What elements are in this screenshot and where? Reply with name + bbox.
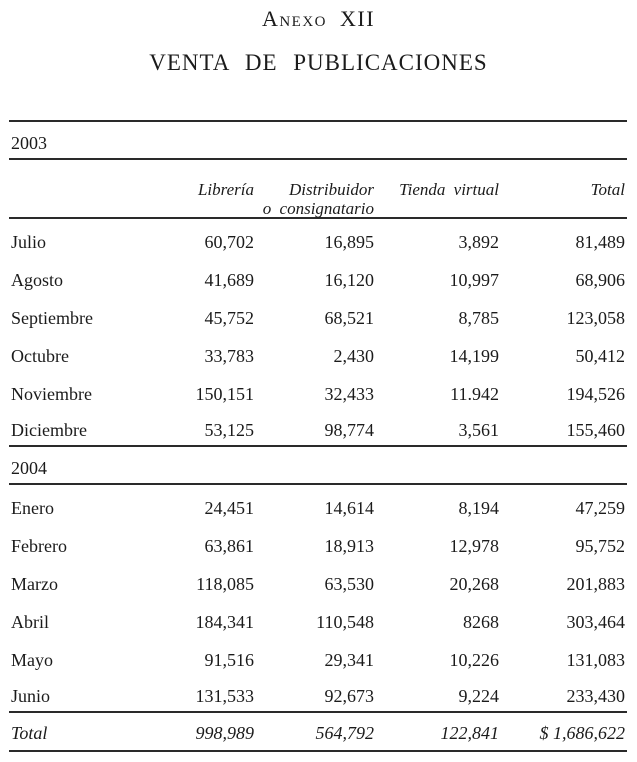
table-row: Enero 24,451 14,614 8,194 47,259	[9, 485, 627, 523]
month-cell: Diciembre	[11, 420, 87, 440]
month-cell: Abril	[11, 612, 49, 632]
value-cell: 18,913	[324, 536, 375, 556]
value-cell: 91,516	[204, 650, 255, 670]
value-cell: 3,892	[458, 232, 500, 252]
value-cell: 92,673	[324, 686, 375, 706]
value-cell: 12,978	[449, 536, 500, 556]
year-header-2003: 2003	[9, 122, 627, 160]
table-row: Diciembre 53,125 98,774 3,561 155,460	[9, 409, 627, 447]
publications-sales-table: 2003 Librería Distribuidor o consignatar…	[9, 120, 627, 752]
table-row: Octubre 33,783 2,430 14,199 50,412	[9, 333, 627, 371]
total-value-cell: 998,989	[195, 723, 255, 743]
value-cell: 303,464	[566, 612, 626, 632]
value-cell: 50,412	[575, 346, 626, 366]
value-cell: 8,785	[458, 308, 500, 328]
table-row: Junio 131,533 92,673 9,224 233,430	[9, 675, 627, 713]
value-cell: 8,194	[458, 498, 500, 518]
table-row: Mayo 91,516 29,341 10,226 131,083	[9, 637, 627, 675]
page-title: Anexo XII	[261, 6, 376, 31]
value-cell: 63,530	[324, 574, 375, 594]
value-cell: 201,883	[566, 574, 626, 594]
value-cell: 68,521	[324, 308, 375, 328]
table-row: Febrero 63,861 18,913 12,978 95,752	[9, 523, 627, 561]
value-cell: 123,058	[566, 308, 626, 328]
value-cell: 155,460	[566, 420, 626, 440]
total-label: Total	[11, 723, 48, 743]
month-cell: Marzo	[11, 574, 58, 594]
total-value-cell: $ 1,686,622	[539, 723, 626, 743]
value-cell: 233,430	[566, 686, 626, 706]
value-cell: 110,548	[316, 612, 374, 632]
value-cell: 16,895	[324, 232, 375, 252]
value-cell: 11.942	[450, 384, 499, 404]
value-cell: 24,451	[204, 498, 255, 518]
month-cell: Noviembre	[11, 384, 92, 404]
table-row: Marzo 118,085 63,530 20,268 201,883	[9, 561, 627, 599]
month-cell: Mayo	[11, 650, 53, 670]
column-header-empty	[9, 160, 129, 218]
value-cell: 10,226	[449, 650, 500, 670]
value-cell: 118,085	[196, 574, 254, 594]
table-column-headers: Librería Distribuidor o consignatario Ti…	[9, 160, 627, 219]
month-cell: Agosto	[11, 270, 64, 290]
total-value-cell: 122,841	[440, 723, 500, 743]
column-header-distribuidor: Distribuidor o consignatario	[262, 180, 374, 218]
value-cell: 81,489	[575, 232, 626, 252]
table-row: Noviembre 150,151 32,433 11.942 194,526	[9, 371, 627, 409]
value-cell: 14,614	[324, 498, 375, 518]
value-cell: 2,430	[333, 346, 375, 366]
month-cell: Febrero	[11, 536, 67, 556]
value-cell: 131,083	[566, 650, 626, 670]
value-cell: 95,752	[575, 536, 626, 556]
page-subtitle: VENTA DE PUBLICACIONES	[149, 50, 488, 75]
value-cell: 8268	[463, 612, 499, 632]
value-cell: 53,125	[204, 420, 255, 440]
value-cell: 14,199	[449, 346, 500, 366]
month-cell: Julio	[11, 232, 47, 252]
value-cell: 41,689	[204, 270, 255, 290]
value-cell: 16,120	[324, 270, 375, 290]
year-label: 2003	[11, 133, 47, 153]
table-row: Abril 184,341 110,548 8268 303,464	[9, 599, 627, 637]
month-cell: Enero	[11, 498, 54, 518]
column-header-total: Total	[590, 180, 625, 199]
column-header-libreria: Librería	[197, 180, 254, 199]
month-cell: Septiembre	[11, 308, 93, 328]
value-cell: 184,341	[195, 612, 255, 632]
value-cell: 3,561	[458, 420, 500, 440]
value-cell: 63,861	[204, 536, 255, 556]
value-cell: 47,259	[575, 498, 626, 518]
table-row: Julio 60,702 16,895 3,892 81,489	[9, 219, 627, 257]
value-cell: 33,783	[204, 346, 255, 366]
month-cell: Junio	[11, 686, 51, 706]
year-header-2004: 2004	[9, 447, 627, 485]
total-row: Total 998,989 564,792 122,841 $ 1,686,62…	[9, 713, 627, 752]
value-cell: 194,526	[566, 384, 626, 404]
value-cell: 98,774	[324, 420, 375, 440]
value-cell: 9,224	[458, 686, 500, 706]
value-cell: 29,341	[324, 650, 375, 670]
month-cell: Octubre	[11, 346, 69, 366]
value-cell: 60,702	[204, 232, 255, 252]
value-cell: 131,533	[195, 686, 255, 706]
column-header-tienda-virtual: Tienda virtual	[399, 180, 499, 199]
value-cell: 32,433	[324, 384, 375, 404]
value-cell: 68,906	[575, 270, 626, 290]
value-cell: 150,151	[195, 384, 255, 404]
value-cell: 45,752	[204, 308, 255, 328]
value-cell: 10,997	[449, 270, 500, 290]
value-cell: 20,268	[449, 574, 500, 594]
year-label: 2004	[11, 458, 47, 478]
table-row: Septiembre 45,752 68,521 8,785 123,058	[9, 295, 627, 333]
total-value-cell: 564,792	[315, 723, 375, 743]
table-row: Agosto 41,689 16,120 10,997 68,906	[9, 257, 627, 295]
